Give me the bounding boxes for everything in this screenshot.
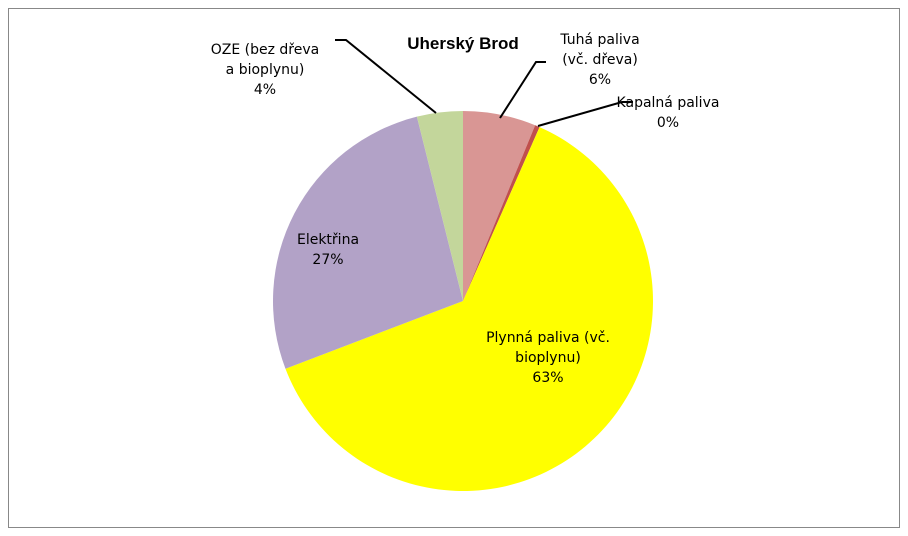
pie-slice	[285, 127, 654, 491]
leader-line	[335, 39, 437, 114]
value-label: 27%	[312, 252, 344, 268]
value-label: 6%	[588, 72, 612, 88]
value-label: 63%	[532, 370, 564, 386]
leader-line	[499, 61, 546, 119]
chart-title: Uherský Brod	[407, 34, 519, 53]
slice-label: Kapalná paliva 0%	[617, 93, 720, 133]
pie-slice	[273, 116, 463, 369]
leader-lines	[335, 39, 633, 127]
value-label: 4%	[253, 82, 277, 98]
slice-label: Elektřina 27%	[297, 230, 359, 270]
category-label: Elektřina	[296, 232, 360, 248]
slice-label: OZE (bez dřeva a bioplynu) 4%	[211, 40, 319, 100]
pie-slice	[463, 111, 536, 301]
slice-label: Tuhá paliva (vč. dřeva) 6%	[560, 30, 639, 90]
slice-label: Plynná paliva (vč. bioplynu) 63%	[486, 328, 610, 388]
category-label: Plynná paliva (vč. bioplynu)	[486, 330, 610, 366]
pie-slice	[416, 111, 463, 301]
leader-line	[537, 101, 633, 127]
pie-slice	[463, 125, 540, 302]
category-label: Tuhá paliva (vč. dřeva)	[560, 32, 640, 68]
category-label: Kapalná paliva	[616, 95, 720, 111]
pie	[273, 111, 654, 491]
value-label: 0%	[656, 115, 680, 131]
category-label: OZE (bez dřeva a bioplynu)	[210, 42, 320, 78]
